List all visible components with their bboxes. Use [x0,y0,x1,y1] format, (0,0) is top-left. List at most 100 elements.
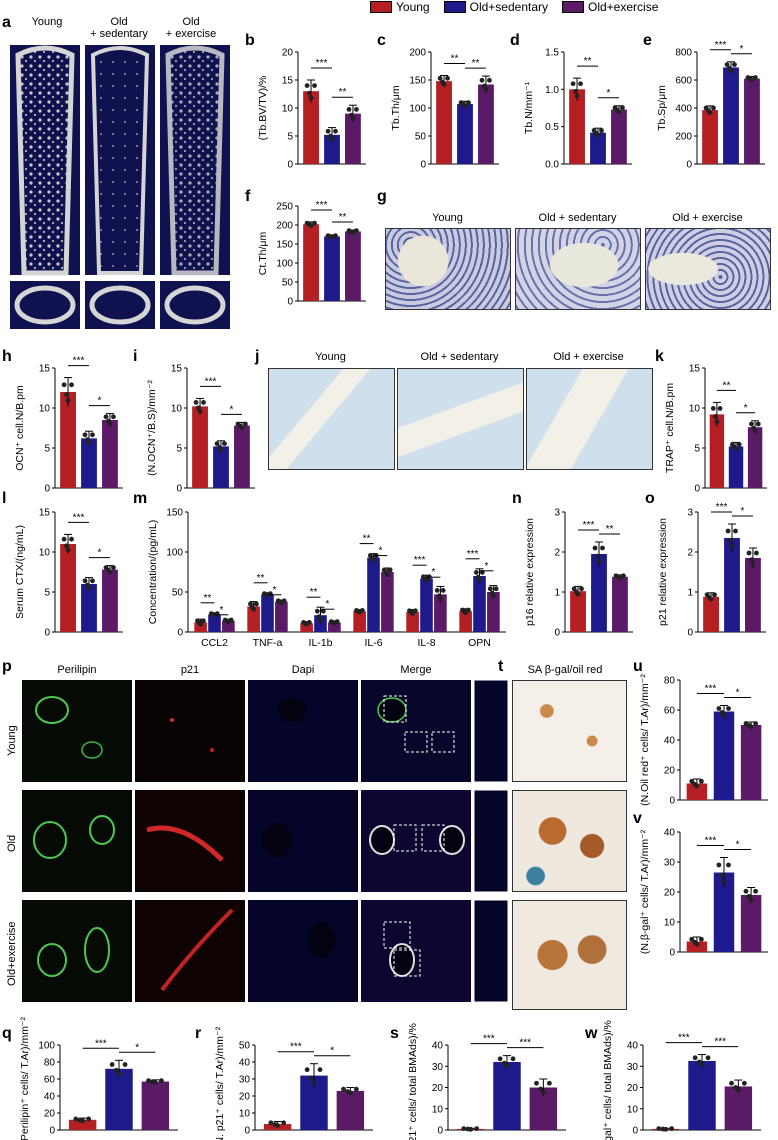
data-point [304,1067,310,1073]
bar-old-exercise [744,78,760,164]
y-tick-label: 1.0 [545,85,559,96]
data-point [105,567,111,573]
data-point [253,601,259,607]
data-point [111,414,116,420]
data-point [461,609,467,615]
data-point [445,75,450,81]
bar-old-exercise [740,895,762,952]
panel-letter-w: w [585,1025,598,1042]
significance-label: * [325,599,329,610]
significance-label: * [431,567,435,578]
significance-label: *** [73,512,85,523]
y-tick-label: 800 [675,48,692,59]
legend-item-young: Young [370,0,430,14]
bar-tnf-a-2 [275,601,288,632]
data-point [719,872,725,878]
y-tick-label: 20 [44,1109,56,1120]
data-point [727,66,732,71]
data-point [333,233,338,239]
data-point [706,108,711,114]
x-tick-label: OPN [468,637,491,649]
bar-il-8-1 [420,578,433,632]
data-point [90,578,95,584]
data-point [109,1062,115,1067]
y-tick-label: 200 [409,48,426,59]
histology-j-old-exercise [526,368,653,470]
y-tick-label: 20 [664,888,676,899]
panel-j-label-old-exercise: Old + exercise [553,351,624,363]
data-point [85,437,90,443]
data-point [707,595,712,600]
data-point [214,441,220,446]
y-axis-label: (N.β-gal⁺ cells/ T.Ar)/mm⁻² [639,829,651,954]
data-point [408,610,414,615]
data-point [103,414,109,420]
y-tick-label: 5 [287,132,293,143]
data-point [748,557,754,563]
y-tick-label: 80 [664,676,676,687]
bar-il-6-2 [381,572,394,632]
data-point [61,382,67,388]
data-point [724,62,730,67]
significance-label: ** [584,56,592,67]
y-tick-label: 30 [432,1062,444,1073]
data-point [540,1090,546,1095]
data-point [753,888,759,894]
data-point [750,561,756,567]
y-axis-label: p21 relative expression [657,518,669,626]
data-point [64,543,69,549]
y-tick-label: 0 [420,160,426,171]
bar-old-exercise [478,84,494,164]
data-point [733,528,738,534]
data-point [243,421,248,427]
significance-label: * [378,546,382,557]
significance-label: *** [714,1037,726,1048]
y-tick-label: 40 [664,828,676,839]
y-tick-label: 3 [554,508,560,519]
data-point [341,1086,346,1092]
data-point [725,528,731,534]
x-tick-label: CCL2 [201,637,228,649]
y-tick-label: 10 [39,404,51,415]
data-point [501,1060,507,1066]
data-point [620,105,625,111]
data-point [355,609,361,614]
data-point [729,544,735,549]
y-tick-label: 20 [627,1083,639,1094]
bar-il-8-0 [406,612,419,632]
bar-young [703,596,719,632]
panel-g-label-young: Young [432,212,463,224]
data-point [656,1126,662,1132]
fluor-row-young [22,680,509,783]
panel-p-col-merge: Merge [400,664,432,676]
significance-label: *** [705,684,717,695]
data-point [489,590,495,596]
significance-label: * [219,605,223,616]
data-point [193,400,199,405]
data-point [440,79,445,85]
panel-j-label-old-sedentary: Old + sedentary [420,351,499,363]
panel-a-label-old-sedentary: Old + sedentary [90,16,148,40]
data-point [263,592,269,598]
significance-label: *** [467,549,479,560]
legend-swatch-old-exercise [562,1,584,13]
legend-label-young: Young [396,0,430,14]
y-tick-label: 30 [664,858,676,869]
data-point [306,620,312,625]
sa-bgal-young [512,680,627,782]
data-point [753,721,759,726]
data-point [224,618,230,624]
data-point [111,565,116,570]
y-tick-label: 40 [664,736,676,747]
data-point [692,939,698,945]
y-tick-label: 0 [44,484,50,495]
y-tick-label: 5 [694,444,700,455]
legend: Young Old+sedentary Old+exercise [370,0,658,14]
bar-old-sedentary [688,1060,716,1130]
y-tick-label: 5 [44,588,50,599]
data-point [311,1080,317,1086]
data-point [574,589,579,595]
data-point [383,570,389,576]
data-point [751,425,757,431]
